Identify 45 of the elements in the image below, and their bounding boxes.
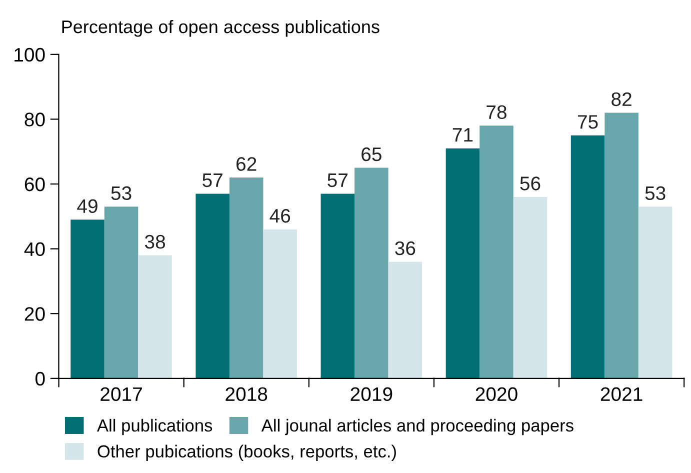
y-tick-label: 0	[35, 372, 45, 386]
bar	[513, 196, 548, 378]
bar	[480, 126, 514, 378]
data-label: 57	[328, 174, 348, 188]
data-label: 75	[578, 115, 598, 129]
data-label: 49	[77, 199, 98, 214]
bar	[70, 220, 104, 378]
data-label: 53	[111, 186, 132, 200]
data-label: 82	[612, 92, 632, 106]
x-tick-label: 2018	[226, 387, 268, 402]
y-axis-title: Percentage of open access publications	[62, 20, 380, 37]
x-tick-label: 2021	[600, 387, 642, 402]
legend-label: Other pubications (books, reports, etc.)	[98, 444, 396, 461]
data-label: 57	[202, 174, 222, 188]
bar	[604, 112, 638, 378]
data-label: 65	[362, 147, 382, 162]
data-label: 38	[144, 234, 166, 249]
bar	[138, 255, 172, 378]
bar	[638, 206, 672, 378]
data-label: 62	[236, 157, 256, 171]
data-label: 71	[452, 128, 473, 142]
y-tick-label: 60	[24, 177, 45, 192]
x-tick-label: 2019	[350, 387, 392, 402]
legend-label: All jounal articles and proceeding papers	[261, 418, 574, 436]
data-label: 53	[645, 186, 666, 200]
data-label: 36	[395, 241, 416, 256]
y-tick-label: 100	[14, 48, 45, 62]
legend-label: All publications	[96, 418, 212, 436]
bar	[320, 194, 355, 378]
bar	[229, 178, 264, 378]
bar	[196, 194, 230, 378]
data-label: 56	[520, 176, 540, 190]
y-tick-label: 40	[24, 242, 45, 256]
data-label: 78	[486, 105, 506, 120]
x-tick-label: 2017	[100, 387, 142, 402]
bar	[354, 168, 388, 378]
y-tick-label: 20	[24, 307, 45, 321]
x-tick-label: 2020	[476, 387, 518, 402]
bar	[104, 206, 138, 378]
y-tick-label: 80	[24, 112, 45, 126]
data-label: 46	[270, 208, 290, 223]
bar	[263, 229, 297, 378]
bar	[388, 262, 422, 378]
bar	[570, 135, 605, 378]
bar	[446, 148, 480, 378]
